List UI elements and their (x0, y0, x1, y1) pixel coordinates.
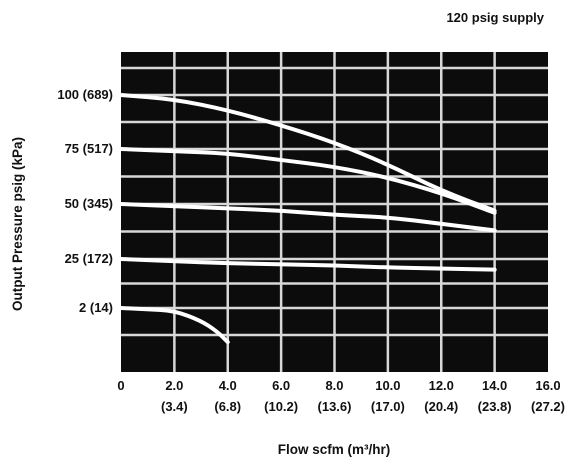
x-tick-sublabel: (10.2) (264, 399, 298, 414)
y-tick-label: 50 (345) (65, 196, 113, 211)
x-tick-sublabel: (20.4) (424, 399, 458, 414)
series-layer (119, 93, 497, 345)
x-axis-title: Flow scfm (m³/hr) (278, 442, 391, 457)
y-axis-title: Output Pressure psig (kPa) (10, 137, 25, 311)
x-tick-labels: 0 2.0 (3.4) 4.0 (6.8) 6.0 (10.2) 8.0 (13.6) 10.0 (… (117, 378, 565, 414)
y-tick-label: 100 (689) (57, 87, 113, 102)
x-tick-sublabel: (6.8) (214, 399, 241, 414)
x-tick-sublabel: (3.4) (161, 399, 188, 414)
x-tick-sublabel: (27.2) (531, 399, 565, 414)
y-tick-labels: 2 (14) 25 (172) 50 (345) 75 (517) 100 (689) (57, 87, 113, 315)
grid-lines (121, 52, 548, 372)
series-line-5 (119, 306, 230, 345)
chart-title: 120 psig supply (446, 10, 544, 25)
x-tick-sublabel: (17.0) (371, 399, 405, 414)
x-tick-label: 4.0 (219, 378, 237, 393)
series-line-4 (119, 257, 497, 272)
x-tick-label: 10.0 (375, 378, 400, 393)
x-tick-label: 0 (117, 378, 124, 393)
x-tick-sublabel: (23.8) (478, 399, 512, 414)
series-line-1 (119, 93, 497, 213)
series-line-2 (119, 147, 497, 215)
y-tick-label: 75 (517) (65, 141, 113, 156)
series-line-3 (119, 202, 497, 233)
y-tick-label: 2 (14) (79, 300, 113, 315)
x-tick-label: 14.0 (482, 378, 507, 393)
x-tick-label: 2.0 (165, 378, 183, 393)
x-tick-sublabel: (13.6) (318, 399, 352, 414)
x-tick-label: 16.0 (535, 378, 560, 393)
y-tick-label: 25 (172) (65, 251, 113, 266)
x-tick-label: 6.0 (272, 378, 290, 393)
x-tick-label: 8.0 (325, 378, 343, 393)
x-tick-label: 12.0 (429, 378, 454, 393)
